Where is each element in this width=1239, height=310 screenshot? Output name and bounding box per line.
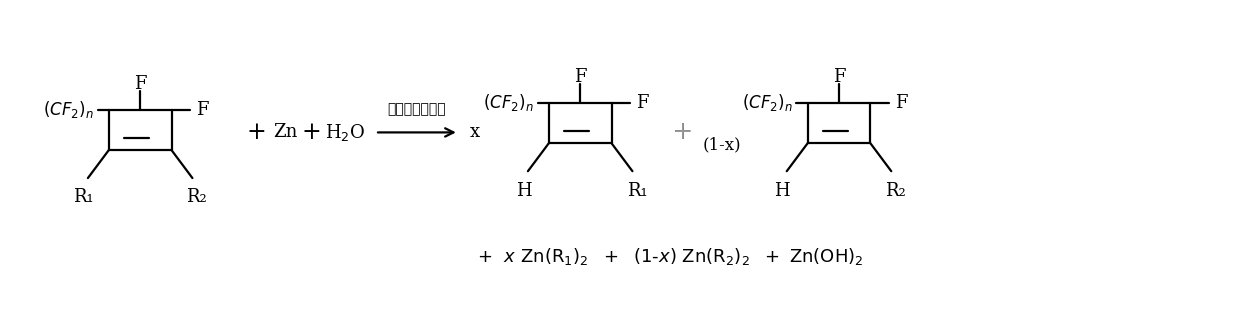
Text: +: + — [301, 121, 321, 144]
Text: +: + — [673, 121, 693, 144]
Text: F: F — [636, 94, 649, 112]
Text: R₁: R₁ — [73, 188, 94, 206]
Text: $+\ \ x\ \mathrm{Zn(R_1)_2}\ \ +\ \ (1\text{-}x)\ \mathrm{Zn(R_2)_2}\ \ +\ \math: $+\ \ x\ \mathrm{Zn(R_1)_2}\ \ +\ \ (1\t… — [477, 246, 864, 267]
Text: R₁: R₁ — [627, 182, 647, 200]
Text: 非质子极性溶剂: 非质子极性溶剂 — [388, 103, 446, 117]
Text: Zn: Zn — [274, 123, 297, 141]
Text: $(CF_2)_n$: $(CF_2)_n$ — [483, 92, 534, 113]
Text: $(CF_2)_n$: $(CF_2)_n$ — [742, 92, 793, 113]
Text: R₂: R₂ — [187, 188, 207, 206]
Text: H: H — [774, 182, 790, 200]
Text: H: H — [515, 182, 532, 200]
Text: F: F — [196, 100, 208, 119]
Text: +: + — [247, 121, 266, 144]
Text: F: F — [895, 94, 907, 112]
Text: +: + — [673, 121, 693, 144]
Text: F: F — [134, 75, 146, 93]
Text: (1-x): (1-x) — [703, 137, 741, 154]
Text: F: F — [833, 68, 845, 86]
Text: H$_2$O: H$_2$O — [325, 122, 366, 143]
Text: $(CF_2)_n$: $(CF_2)_n$ — [43, 99, 94, 120]
Text: F: F — [574, 68, 586, 86]
Text: R₂: R₂ — [886, 182, 906, 200]
Text: x: x — [470, 123, 479, 141]
